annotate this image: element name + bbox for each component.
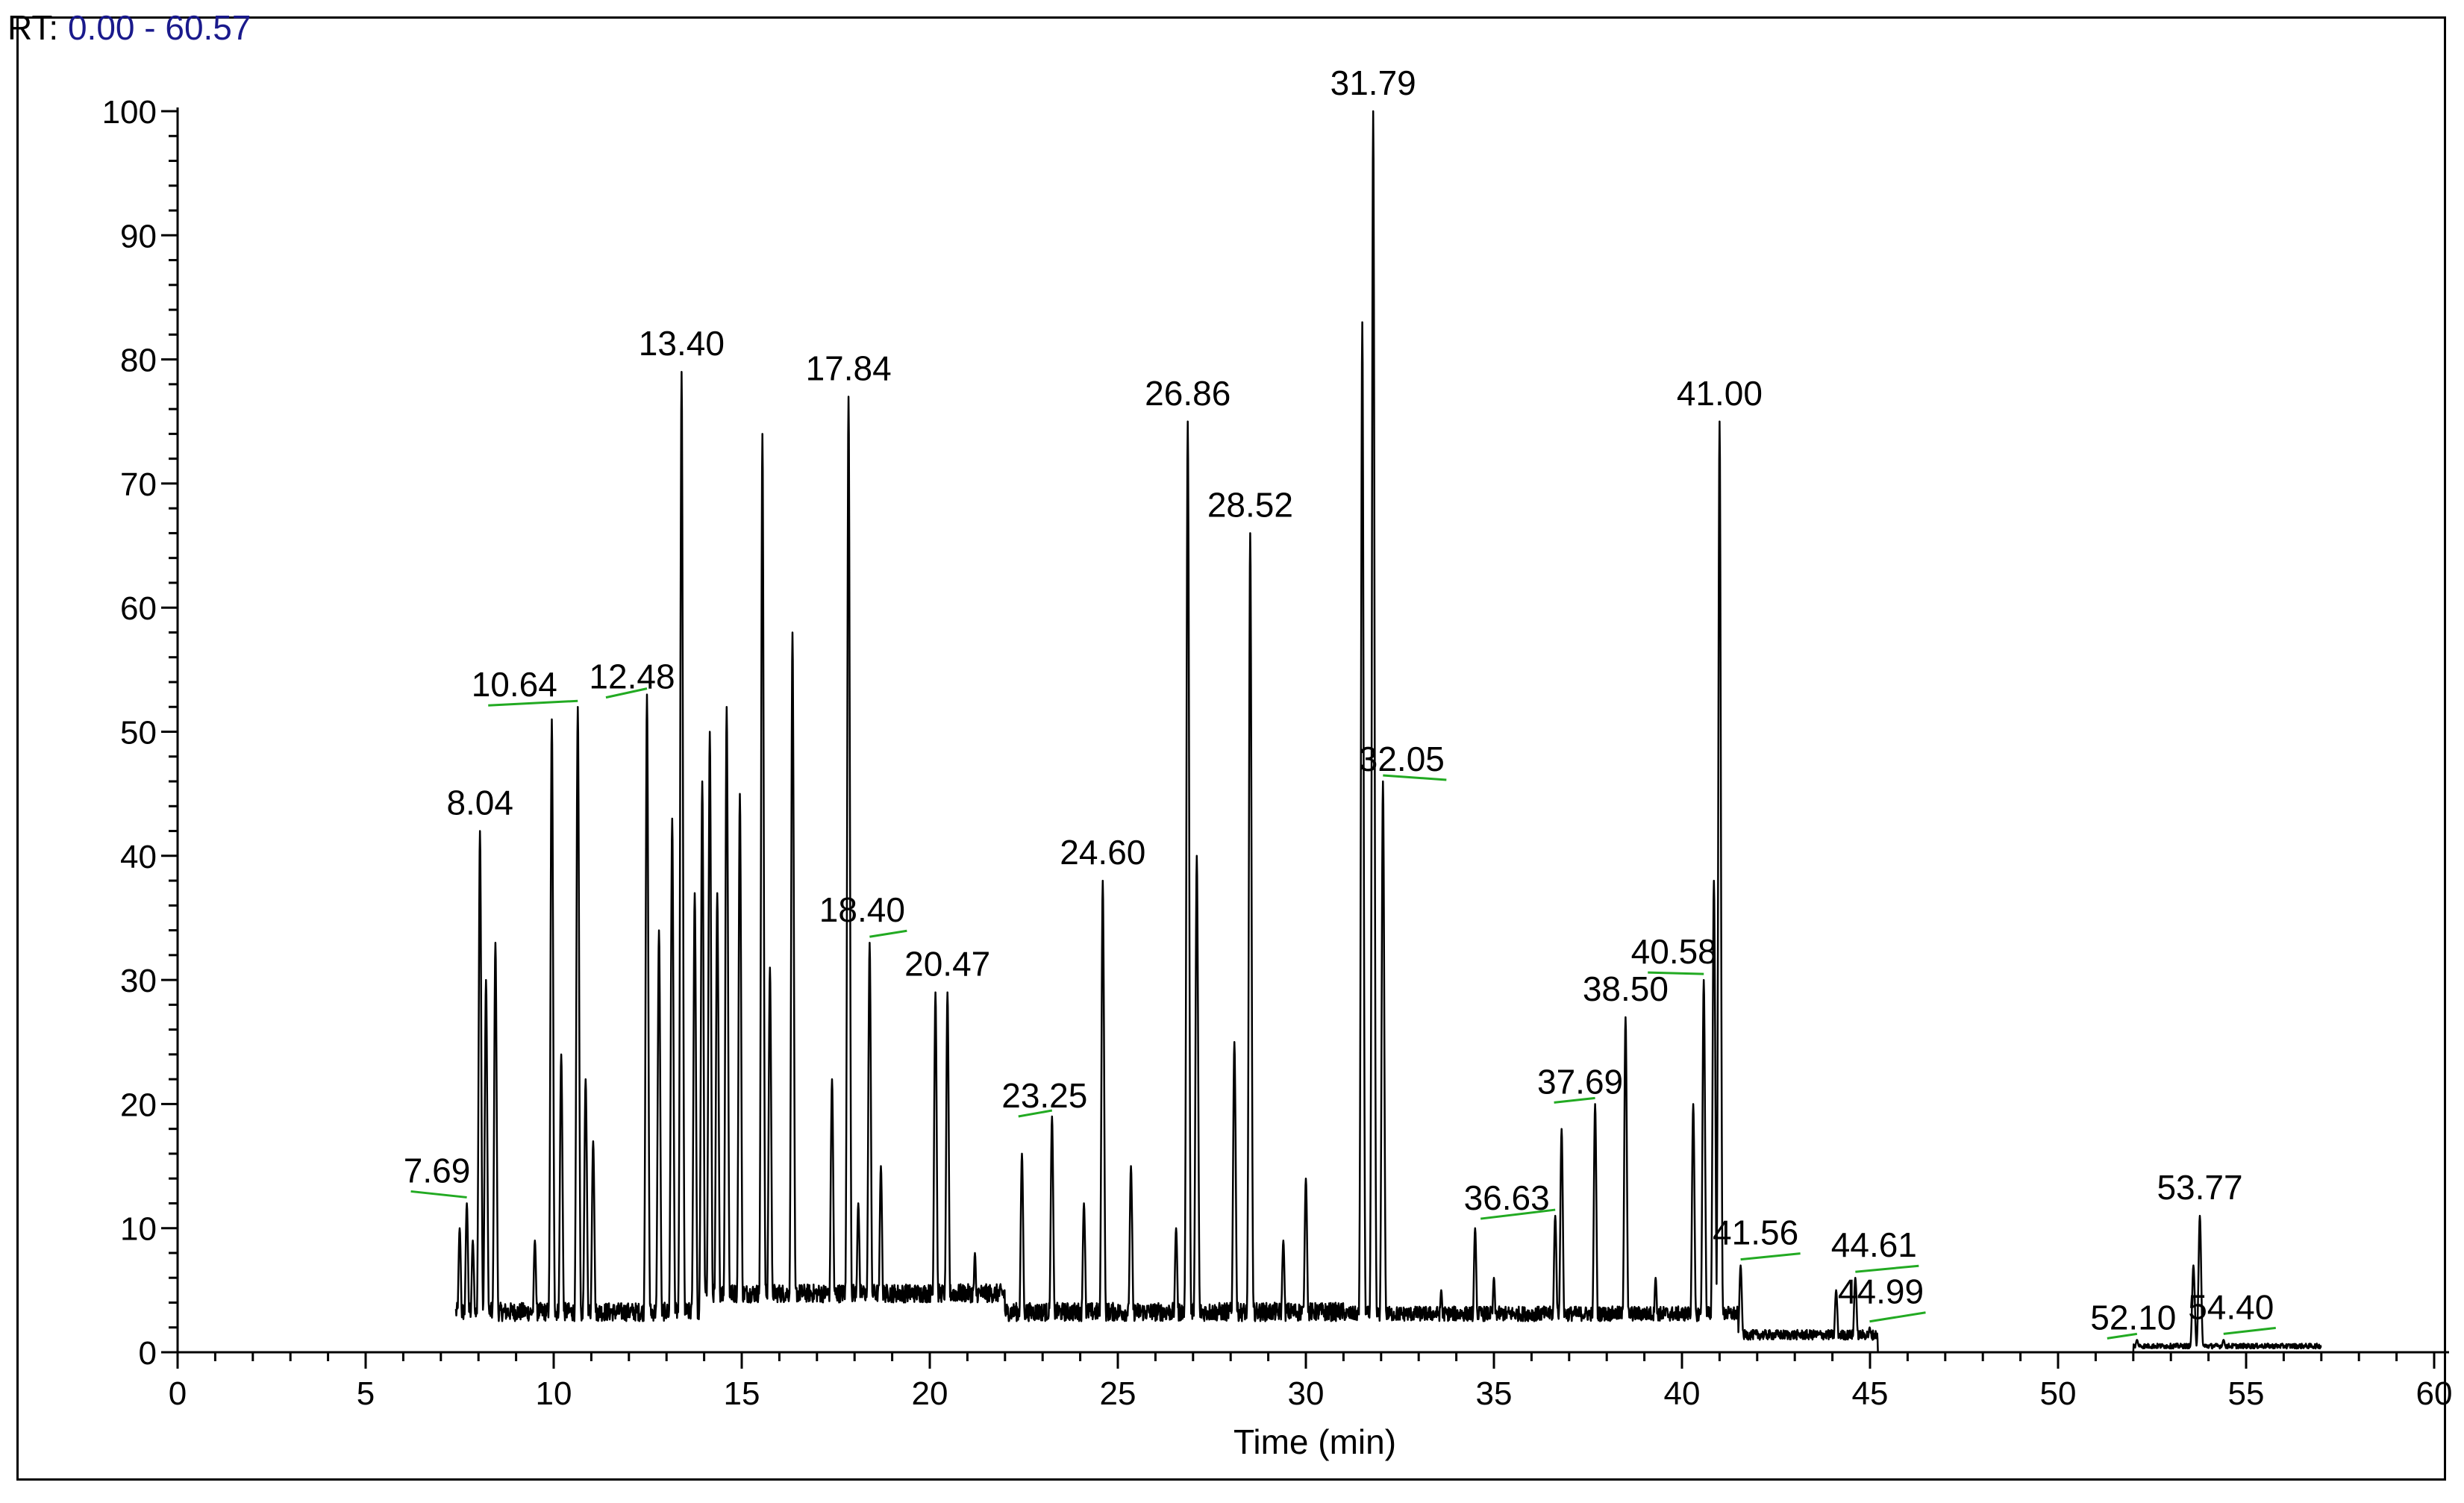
- peak-label: 54.40: [2188, 1287, 2274, 1326]
- y-tick-label: 50: [120, 715, 157, 752]
- x-tick-label: 20: [912, 1375, 948, 1412]
- x-tick-label: 30: [1288, 1375, 1325, 1412]
- x-tick-label: 35: [1476, 1375, 1513, 1412]
- peak-label: 53.77: [2157, 1168, 2242, 1207]
- peak-leader-line: [488, 699, 578, 707]
- peak-leader-line: [1018, 1109, 1053, 1118]
- x-axis-label: Time (min): [1233, 1422, 1396, 1461]
- peak-label: 17.84: [806, 349, 892, 387]
- x-tick-label: 60: [2416, 1375, 2453, 1412]
- peak-label: 8.04: [446, 784, 513, 822]
- peak-leader-line: [1480, 1208, 1556, 1220]
- peak-label: 38.50: [1583, 969, 1669, 1008]
- y-tick-label: 20: [120, 1087, 157, 1123]
- x-tick-label: 5: [357, 1375, 375, 1412]
- y-tick-label: 90: [120, 218, 157, 254]
- peak-leader-line: [2223, 1326, 2276, 1335]
- peak-label: 7.69: [404, 1151, 471, 1190]
- x-tick-label: 45: [1852, 1375, 1889, 1412]
- x-tick-label: 40: [1664, 1375, 1701, 1412]
- rt-prefix: RT:: [7, 8, 59, 47]
- peak-leader-line: [2107, 1332, 2138, 1340]
- peak-leader-line: [605, 687, 648, 699]
- chart-frame: [16, 16, 2446, 1481]
- axis-layer: 0 10 20 30 40 50 60 70 80 90 100 0 5 10 15 20 25 30 35 40 45…: [102, 94, 2453, 1412]
- chromatogram-trace: [454, 110, 2322, 1354]
- peak-label-layer: 7.69 8.04 10.64 12.48 13.40 17.84 18.40 20.47 23…: [404, 63, 2276, 1340]
- y-tick-label: 40: [120, 839, 157, 875]
- peak-label: 41.56: [1713, 1213, 1798, 1252]
- peak-label: 28.52: [1207, 485, 1293, 524]
- y-tick-label: 80: [120, 343, 157, 379]
- peak-label: 23.25: [1001, 1076, 1087, 1115]
- peak-label: 13.40: [639, 324, 725, 363]
- y-tick-label: 30: [120, 963, 157, 999]
- y-tick-label: 70: [120, 466, 157, 503]
- peak-label: 41.00: [1677, 374, 1763, 413]
- peak-label: 44.99: [1838, 1272, 1924, 1311]
- peak-leader-line: [1648, 971, 1704, 975]
- peak-leader-line: [410, 1190, 467, 1199]
- peak-leader-line: [1383, 774, 1447, 781]
- peak-label: 26.86: [1145, 374, 1231, 413]
- peak-label: 10.64: [472, 665, 557, 704]
- peak-label: 12.48: [589, 657, 675, 696]
- peak-label: 40.58: [1631, 932, 1717, 971]
- peak-leader-line: [1855, 1264, 1919, 1273]
- y-tick-label: 0: [139, 1335, 157, 1372]
- peak-label: 24.60: [1060, 833, 1145, 872]
- x-tick-label: 55: [2228, 1375, 2265, 1412]
- x-tick-label: 15: [724, 1375, 760, 1412]
- peak-label: 52.10: [2090, 1298, 2176, 1337]
- peak-label: 20.47: [904, 945, 990, 984]
- x-tick-label: 10: [536, 1375, 572, 1412]
- peak-leader-line: [1554, 1096, 1595, 1104]
- peak-label: 18.40: [819, 890, 905, 929]
- peak-leader-line: [869, 929, 907, 938]
- y-tick-label: 60: [120, 590, 157, 627]
- peak-label: 36.63: [1464, 1178, 1550, 1217]
- peak-label: 44.61: [1831, 1225, 1917, 1264]
- y-tick-label: 100: [102, 94, 157, 131]
- x-tick-label: 25: [1100, 1375, 1136, 1412]
- trace-layer: [454, 110, 2322, 1354]
- rt-range-label: RT: 0.00 - 60.57: [7, 7, 251, 48]
- rt-range-value: 0.00 - 60.57: [67, 8, 251, 47]
- x-tick-label: 50: [2040, 1375, 2077, 1412]
- peak-leader-line: [1869, 1311, 1926, 1323]
- x-tick-label: 0: [169, 1375, 187, 1412]
- y-tick-label: 10: [120, 1211, 157, 1248]
- peak-leader-line: [1740, 1252, 1801, 1261]
- peak-label: 37.69: [1537, 1062, 1623, 1101]
- peak-label: 31.79: [1331, 63, 1416, 102]
- peak-label: 32.05: [1359, 740, 1445, 778]
